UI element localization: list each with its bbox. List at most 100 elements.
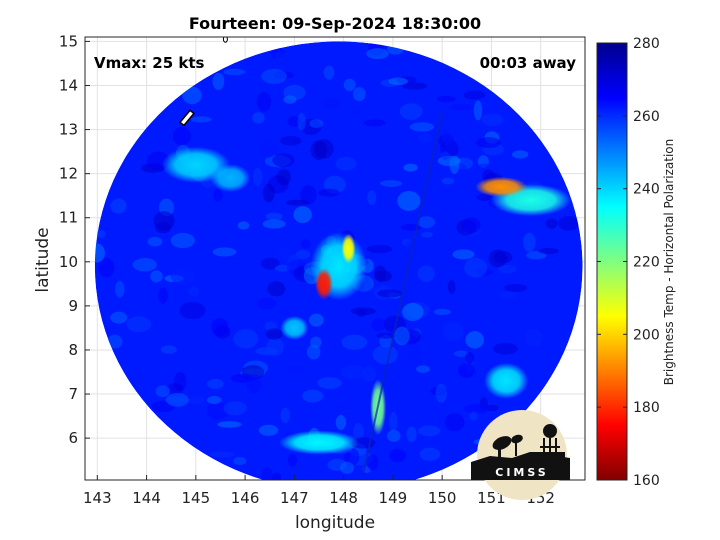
texture-cell [182,86,202,105]
texture-cell [317,377,342,389]
texture-cell [473,100,483,121]
texture-cell [190,116,212,123]
texture-cell [160,345,177,354]
x-tick-label: 149 [379,489,408,507]
texture-cell [279,309,292,316]
texture-cell [233,456,247,466]
texture-cell [464,403,490,414]
feature-southeast-patch [484,362,529,399]
texture-cell [94,243,105,263]
texture-cell [462,217,481,234]
texture-cell [147,236,163,247]
texture-cell [476,137,501,149]
texture-cell [352,423,364,440]
texture-cell [524,328,543,348]
texture-cell [537,316,550,330]
texture-cell [444,413,465,432]
texture-cell [272,153,295,168]
texture-cell [256,92,272,112]
texture-cell [511,150,529,159]
texture-cell [170,268,196,285]
texture-cell [407,343,420,363]
texture-cell [297,112,306,131]
texture-cell [335,414,346,430]
texture-cell [300,239,312,249]
texture-cell [417,425,441,437]
texture-cell [252,112,265,124]
texture-cell [366,48,389,60]
texture-cell [488,249,508,268]
x-axis-ticks: 143 144 145 146 147 148 149 150 151 152 [83,475,555,507]
texture-cell [402,82,428,90]
texture-cell [339,461,355,474]
texture-cell [349,108,359,116]
texture-cell [295,249,311,259]
x-tick-label: 143 [83,489,112,507]
texture-cell [437,155,461,167]
y-tick-label: 8 [68,341,78,359]
edge-marker [222,37,228,43]
texture-cell [308,313,324,327]
texture-cell [188,286,199,297]
texture-cell [406,426,417,443]
swath-seam [362,111,444,474]
texture-cell [279,246,290,260]
texture-cell [492,342,519,355]
texture-cell [317,188,340,197]
texture-cell [403,239,428,260]
texture-cell [409,122,434,132]
chart-title: Fourteen: 09-Sep-2024 18:30:00 [189,14,481,33]
texture-cell [377,289,403,298]
colorbar-tick-label: 280 [633,36,660,52]
texture-cell [207,378,224,389]
y-tick-label: 12 [59,165,78,183]
colorbar-tick-label: 260 [633,109,660,125]
texture-cell [155,385,170,398]
texture-cell [523,232,536,252]
texture-cell [223,401,247,416]
texture-cell [253,167,263,187]
x-tick-label: 148 [329,489,358,507]
texture-cell [153,211,175,231]
texture-cell [447,279,456,295]
texture-cell [504,283,528,292]
texture-cell [280,407,290,424]
y-tick-label: 7 [68,385,78,403]
texture-cell [150,270,163,283]
x-tick-label: 145 [182,489,211,507]
texture-cell [165,395,190,405]
texture-cell [115,280,125,298]
logo-silhouette [471,424,570,480]
colorbar [596,42,628,481]
texture-cell [280,135,302,146]
y-tick-label: 15 [59,32,78,50]
feature-core-north [341,233,356,264]
texture-cell [237,221,250,230]
texture-cell [380,180,403,187]
texture-cell [433,308,451,316]
texture-cell [95,229,106,239]
texture-cell [265,212,283,221]
colorbar-tick-label: 180 [633,400,660,416]
texture-cell [287,116,301,127]
texture-cell [457,363,476,378]
texture-cell [452,249,475,260]
texture-cell [498,291,517,299]
texture-cell [388,77,408,86]
y-tick-label: 9 [68,297,78,315]
texture-cell [445,299,464,313]
texture-cell [126,316,152,333]
texture-cell [453,350,469,358]
texture-cell [363,119,386,127]
texture-cell [435,383,447,403]
texture-cell [441,151,450,160]
texture-cell [463,90,486,100]
texture-cell [217,421,242,428]
texture-cell [261,467,273,480]
time-offset-label: 00:03 away [480,54,577,72]
texture-cell [98,258,115,278]
texture-cell [394,326,410,346]
texture-cell [259,140,278,158]
texture-cell [306,344,321,360]
